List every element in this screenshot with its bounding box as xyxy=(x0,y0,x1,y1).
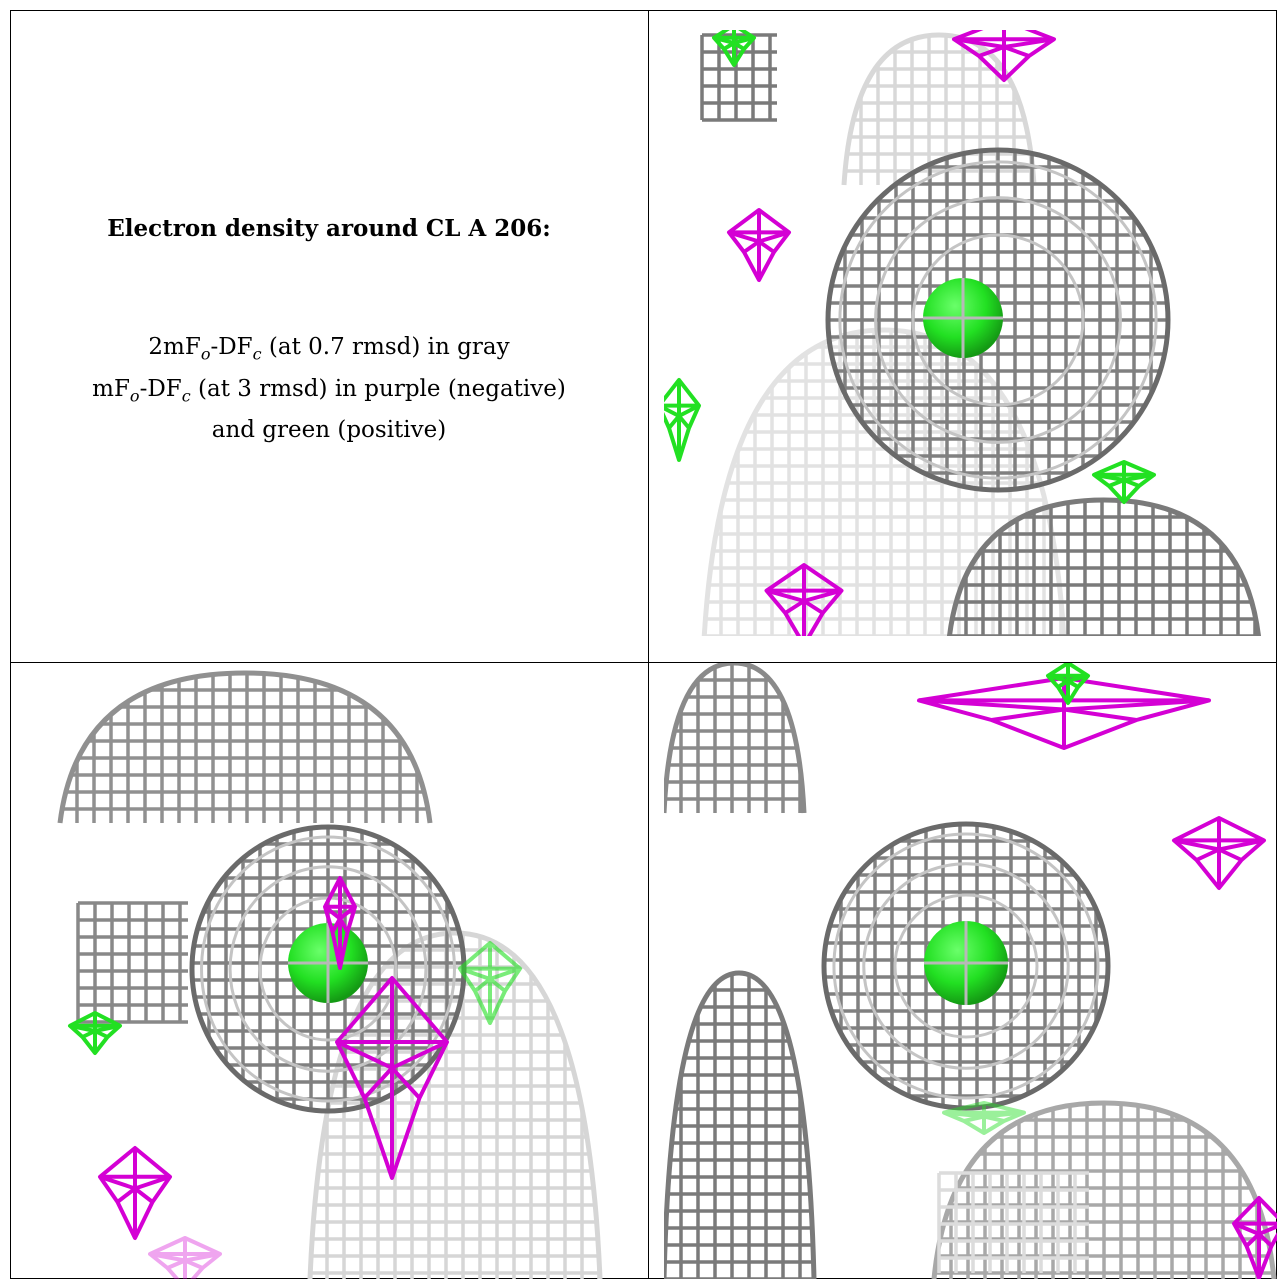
caption-cell: Electron density around CL A 206: 2mFo-D… xyxy=(10,10,648,660)
negative-density-blob xyxy=(727,208,791,282)
positive-density-blob xyxy=(1046,663,1090,705)
positive-density-blob xyxy=(1092,460,1156,504)
negative-density-blob xyxy=(148,1236,222,1279)
negative-density-blob xyxy=(98,1146,172,1240)
caption-title: Electron density around CL A 206: xyxy=(107,215,551,242)
positive-density-blob xyxy=(458,941,522,1025)
view-bottom-right xyxy=(664,663,1277,1279)
caption-body: 2mFo-DFc (at 0.7 rmsd) in gray mFo-DFc (… xyxy=(10,330,648,447)
negative-density-blob xyxy=(952,30,1056,82)
density-fragment-left xyxy=(76,901,188,1024)
density-fragment-left xyxy=(664,970,817,1279)
density-fragment-top-left xyxy=(700,33,777,122)
negative-density-blob xyxy=(323,876,357,970)
negative-density-blob xyxy=(1232,1196,1277,1279)
caption-line-colors: and green (positive) xyxy=(211,417,447,444)
positive-density-blob xyxy=(712,30,756,67)
view-bottom-left xyxy=(57,670,603,1279)
negative-density-blob xyxy=(1172,816,1266,890)
density-mesh-2fofc xyxy=(821,821,1111,1111)
caption-line-2fofc: 2mFo-DFc (at 0.7 rmsd) in gray xyxy=(148,334,510,364)
density-fragment-lower-right xyxy=(947,497,1261,636)
positive-density-blob xyxy=(942,1101,1026,1135)
view-top-right xyxy=(664,30,1261,636)
background-density-lower-left xyxy=(701,327,1067,636)
background-density-bottom xyxy=(937,1171,1089,1273)
density-mesh-2fofc xyxy=(825,147,1171,493)
density-fragment-top-left xyxy=(664,663,807,814)
positive-density-blob xyxy=(68,1011,122,1055)
caption-line-fofc: mFo-DFc (at 3 rmsd) in purple (negative) xyxy=(92,375,566,406)
negative-density-blob xyxy=(764,563,844,636)
negative-density-blob xyxy=(335,976,449,1180)
density-fragment-top xyxy=(57,670,433,824)
negative-density-blob xyxy=(917,676,1211,750)
positive-density-blob xyxy=(664,378,701,462)
